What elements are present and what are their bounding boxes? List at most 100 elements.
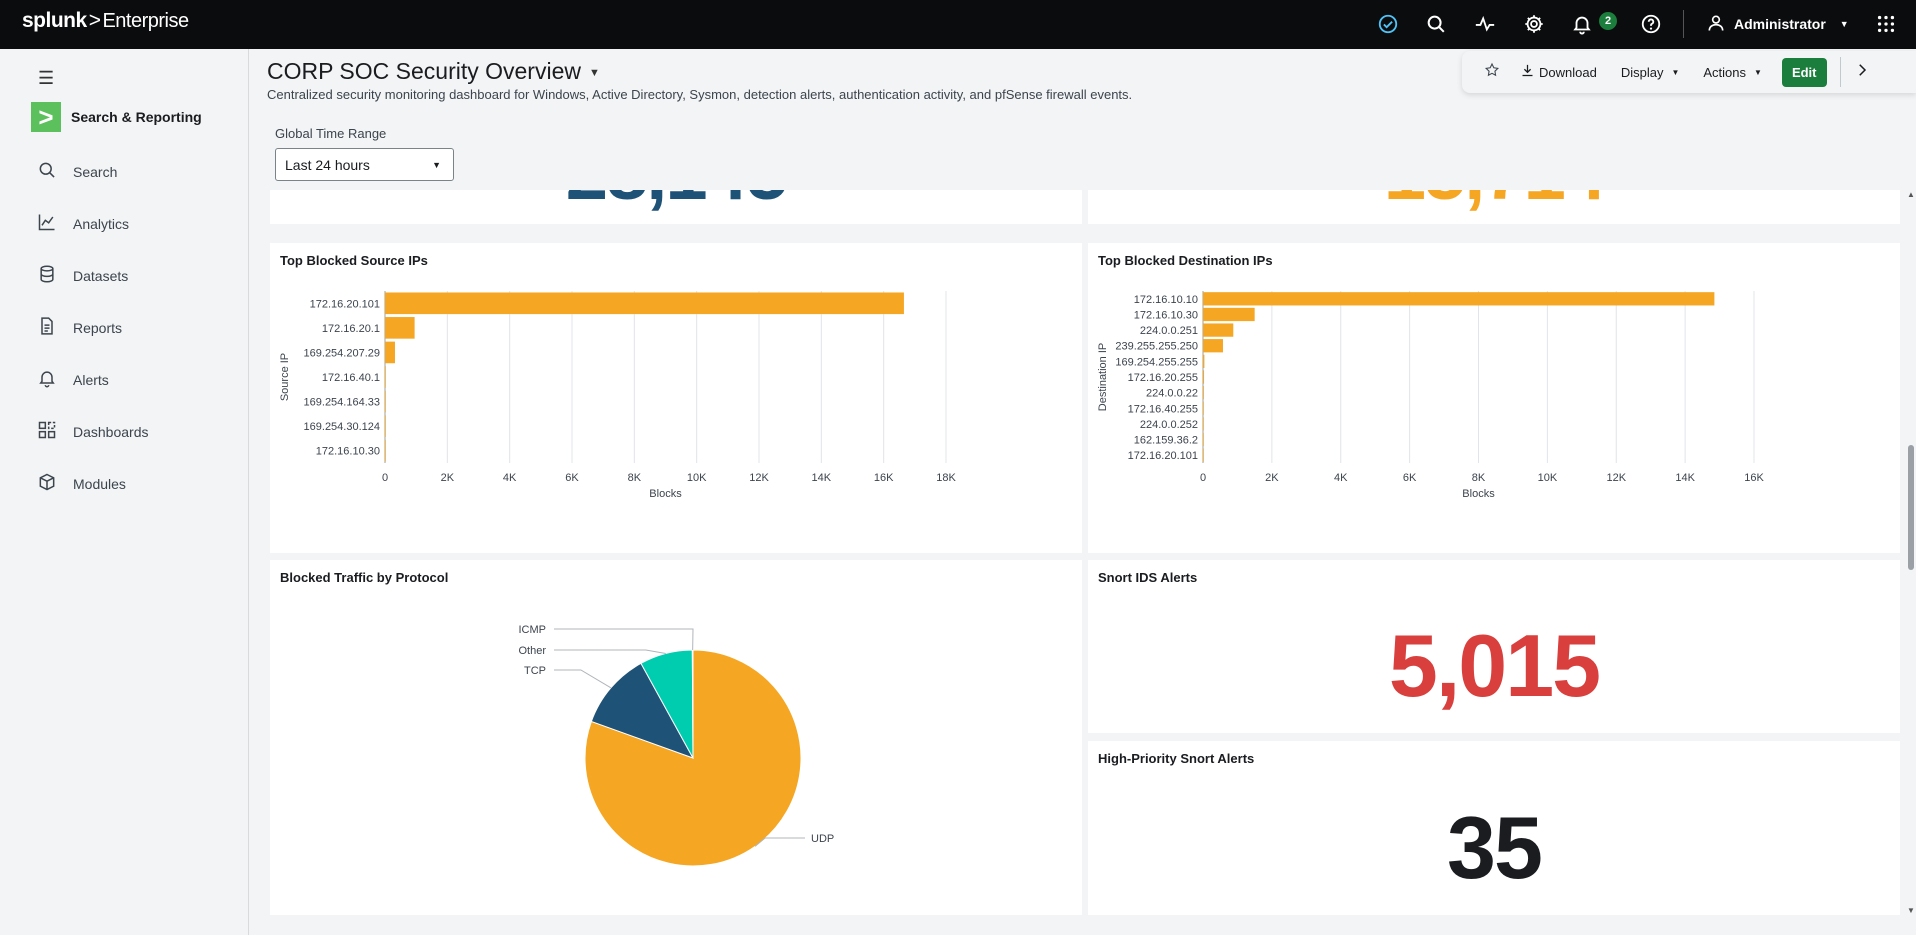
sidebar-item-dashboards[interactable]: Dashboards [37, 420, 149, 443]
sidebar-item-label: Reports [73, 319, 123, 336]
download-button[interactable]: Download [1520, 63, 1597, 81]
pie-label: Other [518, 645, 546, 657]
panel-title: Snort IDS Alerts [1098, 570, 1198, 585]
x-tick-label: 2K [1265, 472, 1279, 484]
health-ok-icon[interactable] [1374, 10, 1402, 38]
sidebar-item-label: Alerts [73, 371, 109, 388]
x-tick-label: 8K [1472, 472, 1486, 484]
edit-button[interactable]: Edit [1781, 57, 1827, 87]
actions-menu-button[interactable]: Actions ▼ [1703, 64, 1762, 80]
panel-title: Top Blocked Destination IPs [1098, 253, 1273, 268]
app-logo: > [31, 102, 61, 132]
bar [1203, 339, 1223, 353]
splunk-logo[interactable]: splunk> Enterprise [22, 9, 189, 32]
top-left-stat-panel: 28,145 [270, 190, 1082, 224]
bar [1203, 307, 1255, 322]
snort-ids-alerts-panel: Snort IDS Alerts 5,015 [1088, 560, 1900, 733]
notification-count-badge: 2 [1599, 12, 1617, 30]
x-tick-label: 10K [1538, 472, 1558, 484]
sidebar-item-modules[interactable]: Modules [37, 472, 126, 495]
user-menu[interactable]: Administrator ▼ [1706, 10, 1849, 38]
apps-grid-icon[interactable] [1872, 10, 1900, 38]
x-axis-title: Blocks [649, 488, 682, 500]
menu-toggle-icon[interactable]: ☰ [38, 68, 55, 88]
bar [385, 415, 386, 437]
y-tick-label: 169.254.164.33 [304, 397, 380, 409]
sidebar-item-alerts[interactable]: Alerts [37, 368, 109, 391]
toolbar-divider [1839, 57, 1841, 87]
sidebar-item-datasets[interactable]: Datasets [37, 264, 128, 287]
modules-icon [37, 472, 57, 495]
x-tick-label: 8K [628, 472, 642, 484]
panel-title: Top Blocked Source IPs [280, 253, 428, 268]
y-tick-label: 169.254.207.29 [304, 347, 380, 359]
user-icon [1706, 13, 1726, 36]
y-tick-label: 224.0.0.252 [1140, 419, 1198, 431]
app-header[interactable]: > Search & Reporting [31, 102, 202, 132]
bar [1203, 417, 1204, 431]
sidebar-item-analytics[interactable]: Analytics [37, 212, 129, 235]
app-name: Search & Reporting [71, 109, 202, 125]
user-name: Administrator [1734, 16, 1826, 32]
time-range-select[interactable]: Last 24 hours ▼ [275, 148, 454, 181]
x-tick-label: 2K [441, 472, 455, 484]
bar [1203, 448, 1204, 462]
x-tick-label: 12K [749, 472, 769, 484]
scroll-down-icon[interactable]: ▼ [1907, 906, 1915, 915]
y-axis-title: Source IP [279, 353, 291, 401]
help-icon[interactable] [1637, 10, 1665, 38]
analytics-icon [37, 212, 57, 235]
scroll-thumb[interactable] [1908, 445, 1914, 570]
bar [1203, 432, 1204, 447]
y-tick-label: 172.16.10.30 [1134, 309, 1198, 321]
top-right-stat-panel: 15,714 [1088, 190, 1900, 224]
high-priority-snort-alerts-panel: High-Priority Snort Alerts 35 [1088, 741, 1900, 915]
y-tick-label: 172.16.20.101 [310, 298, 380, 310]
chevron-down-icon: ▼ [588, 66, 600, 79]
x-tick-label: 12K [1606, 472, 1626, 484]
gear-icon[interactable] [1520, 10, 1548, 38]
sidebar-item-search[interactable]: Search [37, 160, 117, 183]
bar [385, 317, 415, 339]
bar [1203, 370, 1205, 384]
pie-label: ICMP [519, 624, 547, 636]
dashboard-title-row[interactable]: CORP SOC Security Overview ▼ [267, 58, 600, 85]
bar [385, 390, 386, 413]
bar [1203, 292, 1715, 306]
y-tick-label: 224.0.0.22 [1146, 388, 1198, 400]
pie-leader-line [754, 837, 805, 847]
chevron-down-icon: ▼ [432, 160, 441, 170]
bar [385, 439, 386, 462]
sidebar-item-label: Dashboards [73, 423, 149, 440]
y-tick-label: 172.16.20.101 [1128, 450, 1198, 462]
bar [385, 292, 904, 315]
display-menu-button[interactable]: Display ▼ [1620, 64, 1680, 80]
x-tick-label: 16K [1744, 472, 1764, 484]
activity-icon[interactable] [1471, 10, 1499, 38]
x-tick-label: 18K [936, 472, 956, 484]
report-icon [37, 316, 57, 339]
search-icon[interactable] [1422, 10, 1450, 38]
x-tick-label: 6K [565, 472, 579, 484]
chevron-down-icon: ▼ [1839, 19, 1849, 29]
search-icon [37, 160, 57, 183]
star-icon[interactable] [1484, 62, 1500, 83]
bell-icon[interactable] [1568, 10, 1596, 38]
database-icon [37, 264, 57, 287]
page-scrollbar[interactable]: ▲ ▼ [1906, 190, 1916, 915]
bell-icon [37, 368, 57, 391]
sidebar-item-reports[interactable]: Reports [37, 316, 122, 339]
bar [1203, 354, 1205, 369]
x-tick-label: 0 [382, 472, 388, 484]
top-blocked-destination-ips-panel: Top Blocked Destination IPs 0 2K 4K 6K 8K 10K… [1088, 243, 1900, 553]
single-value: 28,145 [270, 190, 1082, 217]
x-tick-label: 4K [1334, 472, 1348, 484]
scroll-up-icon[interactable]: ▲ [1907, 190, 1915, 199]
panel-title: Blocked Traffic by Protocol [280, 570, 449, 585]
y-tick-label: 224.0.0.251 [1140, 325, 1198, 337]
single-value: 35 [1447, 798, 1543, 897]
pie-leader-line [554, 649, 666, 654]
chevron-down-icon: ▼ [1671, 67, 1680, 77]
dashboard-description: Centralized security monitoring dashboar… [267, 87, 1133, 102]
chevron-right-icon[interactable] [1853, 61, 1871, 84]
